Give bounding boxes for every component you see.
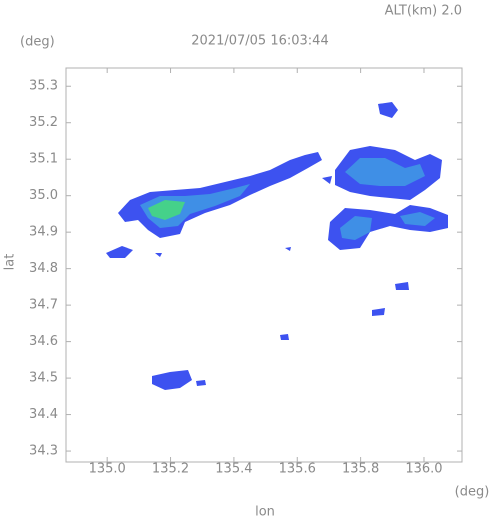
x-unit: (deg) [455, 485, 490, 500]
y-tick-label: 35.1 [29, 152, 58, 167]
chart-title: 2021/07/05 16:03:44 [191, 34, 328, 49]
echo [106, 246, 133, 258]
y-axis-label: lat [3, 254, 18, 271]
x-tick-label: 135.2 [152, 462, 189, 477]
y-tick-label: 34.5 [29, 371, 58, 386]
y-tick-label: 34.3 [29, 444, 58, 459]
y-tick-label: 34.8 [29, 261, 58, 276]
echoes [106, 102, 448, 390]
echo [340, 212, 435, 240]
echo [148, 200, 185, 220]
subtitle: ALT(km) 2.0 [385, 4, 462, 19]
y-tick-label: 34.6 [29, 334, 58, 349]
x-tick-label: 135.4 [215, 462, 252, 477]
plot-frame [65, 67, 463, 463]
y-tick-label: 35.2 [29, 115, 58, 130]
y-tick-label: 34.4 [29, 407, 58, 422]
y-tick-label: 35.0 [29, 188, 58, 203]
echo [378, 102, 398, 118]
x-tick-label: 135.6 [279, 462, 316, 477]
x-axis-label: lon [255, 505, 275, 520]
y-tick-label: 34.7 [29, 298, 58, 313]
y-tick-label: 35.3 [29, 79, 58, 94]
echo [152, 370, 192, 390]
x-tick-label: 135.8 [342, 462, 379, 477]
echo [345, 158, 425, 186]
y-tick-label: 34.9 [29, 225, 58, 240]
x-tick-label: 136.0 [405, 462, 442, 477]
y-unit: (deg) [20, 35, 55, 50]
x-tick-label: 135.0 [89, 462, 126, 477]
